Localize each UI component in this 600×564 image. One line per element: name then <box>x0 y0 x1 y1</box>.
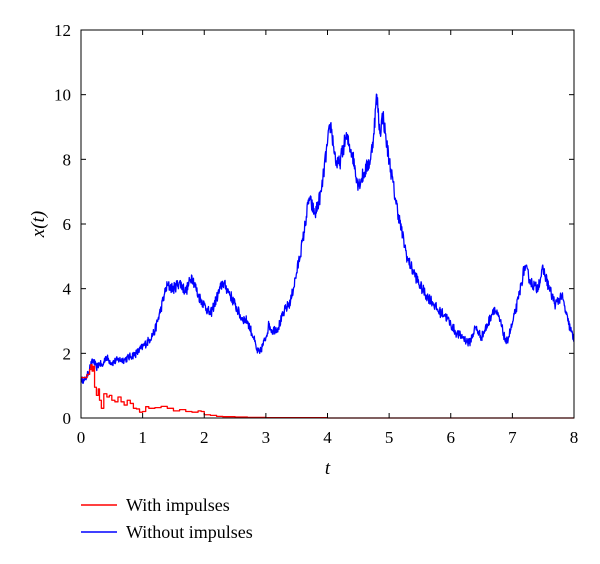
series-line-with-impulses <box>81 363 574 419</box>
y-tick-label: 4 <box>63 280 72 299</box>
legend-label: With impulses <box>126 495 230 515</box>
x-tick-label: 3 <box>262 428 271 447</box>
series-line-without-impulses <box>80 93 575 384</box>
series-lines <box>80 93 575 419</box>
x-tick-label: 6 <box>447 428 456 447</box>
x-axis-title: t <box>325 458 331 479</box>
y-tick-label: 6 <box>63 215 72 234</box>
x-tick-label: 1 <box>138 428 147 447</box>
legend-label: Without impulses <box>126 522 253 542</box>
y-tick-label: 12 <box>54 21 71 40</box>
y-tick-label: 8 <box>63 150 72 169</box>
y-tick-label: 0 <box>63 409 72 428</box>
legend: With impulses Without impulses <box>81 495 253 542</box>
y-axis-title: x(t) <box>28 211 49 238</box>
x-tick-label: 4 <box>323 428 332 447</box>
x-tick-label: 0 <box>77 428 86 447</box>
x-tick-label: 2 <box>200 428 209 447</box>
y-tick-label: 2 <box>63 344 72 363</box>
x-tick-label: 7 <box>508 428 517 447</box>
plot-background <box>81 30 574 418</box>
x-tick-label: 8 <box>570 428 579 447</box>
plot-area <box>81 30 574 418</box>
y-tick-label: 10 <box>54 86 71 105</box>
x-tick-label: 5 <box>385 428 394 447</box>
